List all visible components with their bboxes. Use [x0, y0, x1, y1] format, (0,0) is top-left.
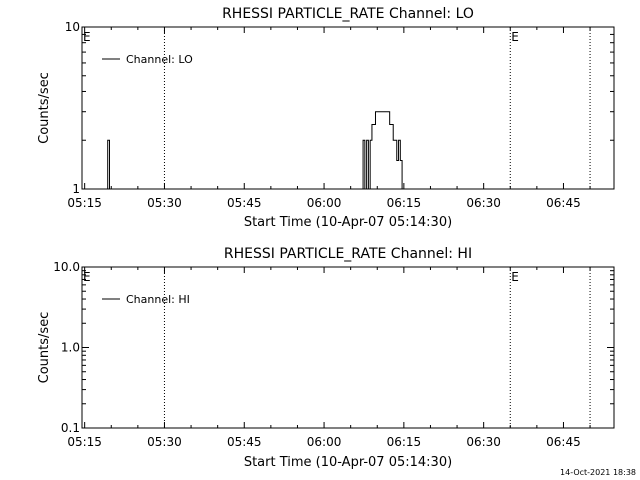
y-tick-label: 1	[72, 182, 80, 196]
x-tick-label: 05:30	[147, 435, 182, 449]
event-marker-label: E	[83, 30, 91, 44]
x-tick-label: 06:30	[466, 435, 501, 449]
event-marker-label: E	[511, 30, 519, 44]
plot-frame	[81, 26, 615, 190]
y-tick-label: 1.0	[61, 341, 80, 355]
x-axis-label: Start Time (10-Apr-07 05:14:30)	[244, 215, 452, 230]
y-axis-label: Counts/sec	[37, 312, 52, 384]
x-axis-label: Start Time (10-Apr-07 05:14:30)	[244, 455, 452, 470]
x-tick-label: 06:45	[546, 196, 581, 210]
legend-label: Channel: LO	[126, 53, 193, 66]
event-marker-label: E	[83, 270, 91, 284]
x-tick-label: 06:45	[546, 435, 581, 449]
plot-frame	[81, 266, 615, 429]
x-tick-label: 05:45	[227, 196, 262, 210]
data-series-line	[105, 111, 403, 190]
x-tick-label: 05:30	[147, 196, 182, 210]
x-tick-label: 06:30	[466, 196, 501, 210]
x-tick-label: 06:15	[387, 196, 422, 210]
x-tick-label: 06:00	[307, 435, 342, 449]
x-tick-label: 05:45	[227, 435, 262, 449]
chart-title: RHESSI PARTICLE_RATE Channel: LO	[222, 6, 474, 22]
hi-channel-panel: RHESSI PARTICLE_RATE Channel: HI 05:15 05:…	[37, 246, 615, 470]
x-tick-label: 05:15	[67, 196, 102, 210]
y-tick-label: 10.0	[53, 260, 80, 274]
y-tick-label: 10	[65, 20, 80, 34]
lo-channel-panel: RHESSI PARTICLE_RATE Channel: LO 05:15 05:…	[37, 6, 615, 230]
x-tick-label: 06:15	[387, 435, 422, 449]
legend-label: Channel: HI	[126, 293, 190, 306]
y-tick-label: 0.1	[61, 421, 80, 435]
event-marker-label: E	[511, 270, 519, 284]
x-tick-label: 05:15	[67, 435, 102, 449]
y-axis-label: Counts/sec	[37, 72, 52, 144]
chart-title: RHESSI PARTICLE_RATE Channel: HI	[224, 246, 472, 262]
x-tick-label: 06:00	[307, 196, 342, 210]
footer-timestamp: 14-Oct-2021 18:38	[560, 468, 636, 477]
